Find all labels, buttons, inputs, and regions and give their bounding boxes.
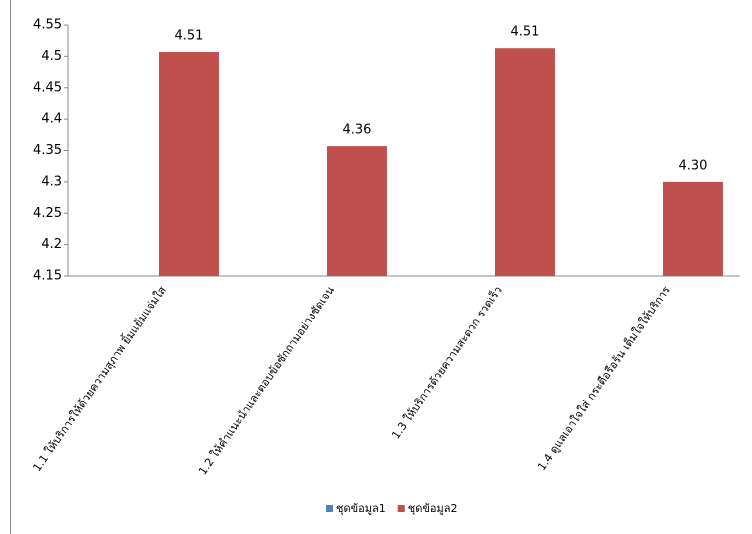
bar (158, 51, 219, 276)
y-tick-label: 4.5 (41, 49, 62, 64)
x-tick-label: 1.2 ให้คำแนะนำและตอบข้อซักถามอย่างชัดเจน (196, 284, 337, 478)
x-tick-label: 1.1 ให้บริการให้ด้วยความสุภาพ ยิ้มแย้มแจ… (29, 283, 169, 474)
x-tick-label: 1.4 ดูแลเอาใจใส่ กระตือรือร้น เต็มใจให้บ… (534, 283, 673, 473)
bar (326, 146, 387, 276)
y-tick-label: 4.55 (33, 18, 62, 33)
data-label: 4.51 (510, 25, 539, 40)
y-tick-label: 4.2 (41, 237, 62, 252)
y-tick-label: 4.4 (41, 112, 62, 127)
data-label: 4.30 (678, 158, 707, 173)
legend-label: ชุดข้อมูล2 (408, 502, 458, 515)
x-tick-label: 1.3 ให้บริการด้วยความสะดวก รวดเร็ว (388, 283, 505, 441)
legend-swatch (326, 505, 333, 512)
data-label: 4.51 (174, 28, 203, 43)
bar (494, 48, 555, 276)
bar (662, 181, 723, 276)
y-tick-label: 4.35 (33, 143, 62, 158)
legend-label: ชุดข้อมูล1 (336, 502, 386, 515)
y-tick-label: 4.45 (33, 80, 62, 95)
y-tick-label: 4.15 (33, 269, 62, 284)
y-tick-label: 4.3 (41, 174, 62, 189)
y-tick-label: 4.25 (33, 206, 62, 221)
data-label: 4.36 (342, 123, 371, 138)
legend-swatch (397, 505, 405, 512)
